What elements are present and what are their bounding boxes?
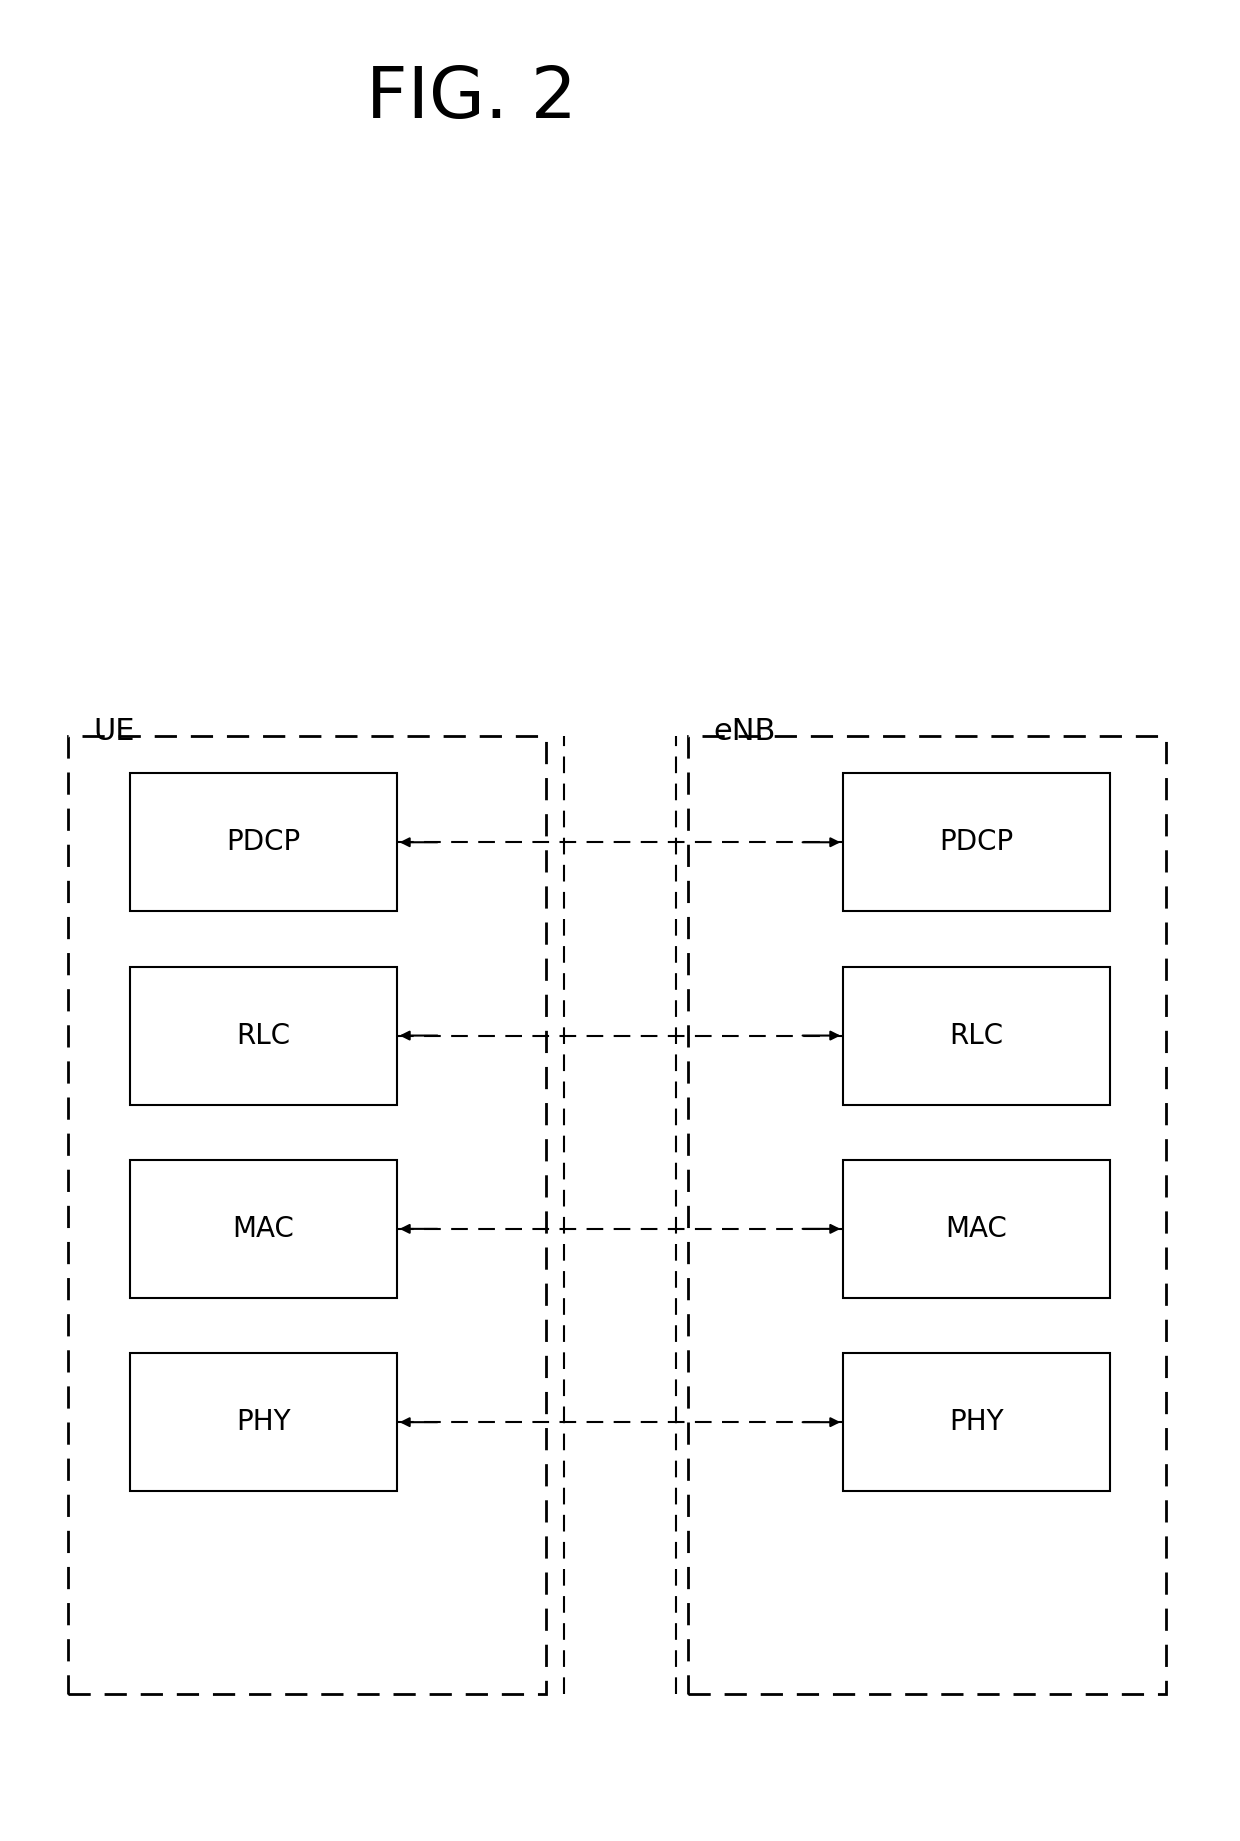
Text: PDCP: PDCP — [940, 828, 1013, 856]
Text: PDCP: PDCP — [227, 828, 300, 856]
Bar — [130, 1353, 397, 1491]
Text: eNB: eNB — [713, 716, 775, 746]
Bar — [130, 1160, 397, 1298]
Bar — [688, 736, 1166, 1694]
Text: PHY: PHY — [949, 1408, 1004, 1436]
Bar — [843, 967, 1110, 1105]
Text: UE: UE — [93, 716, 134, 746]
Bar — [130, 967, 397, 1105]
Bar — [843, 1353, 1110, 1491]
Text: MAC: MAC — [233, 1215, 294, 1243]
Text: PHY: PHY — [236, 1408, 291, 1436]
Bar — [843, 1160, 1110, 1298]
Text: MAC: MAC — [946, 1215, 1007, 1243]
Bar — [68, 736, 546, 1694]
Text: FIG. 2: FIG. 2 — [366, 64, 577, 133]
Bar — [130, 773, 397, 911]
Text: RLC: RLC — [237, 1022, 290, 1049]
Bar — [843, 773, 1110, 911]
Text: RLC: RLC — [950, 1022, 1003, 1049]
